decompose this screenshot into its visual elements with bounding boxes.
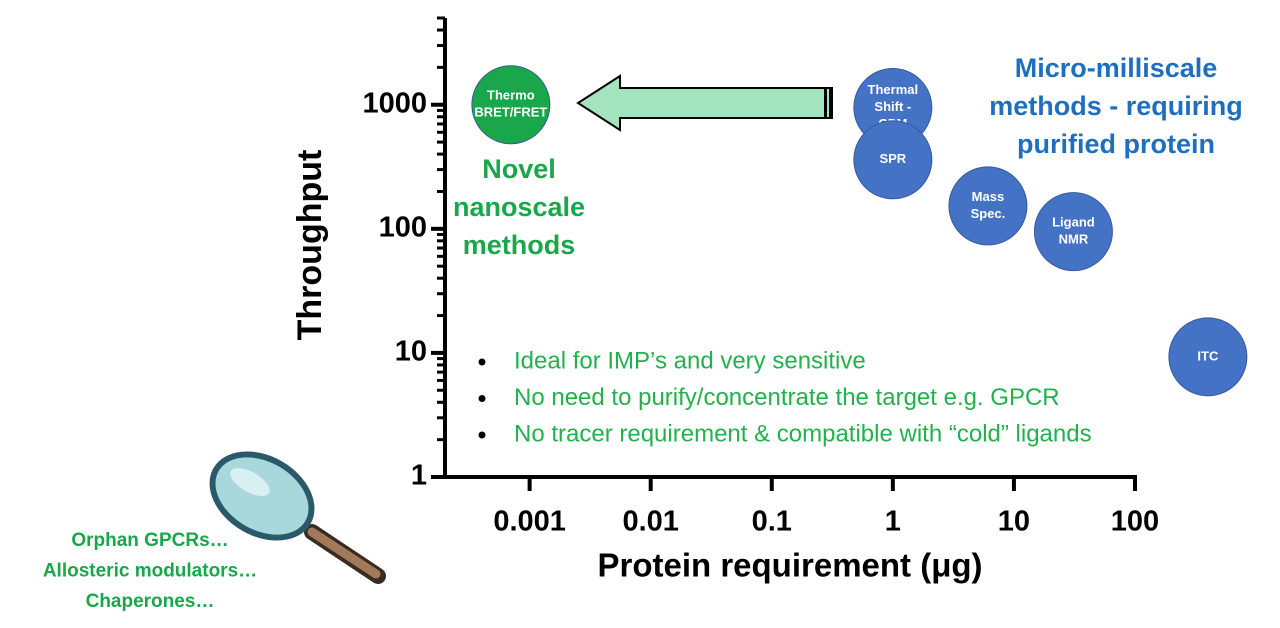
target-text: Orphan GPCRs… bbox=[71, 530, 228, 551]
bubble-label: Shift - bbox=[874, 99, 911, 114]
bubble bbox=[948, 166, 1028, 246]
target-text: Allosteric modulators… bbox=[43, 561, 257, 582]
novel-label: nanoscale bbox=[453, 192, 585, 222]
y-tick-label: 100 bbox=[379, 211, 427, 243]
micro-label: purified protein bbox=[1017, 129, 1215, 159]
novel-label: Novel bbox=[482, 154, 556, 184]
novel-label: methods bbox=[463, 230, 576, 260]
bubble-label: Thermo bbox=[487, 88, 535, 103]
micro-label: methods - requiring bbox=[989, 91, 1243, 121]
bullet bbox=[478, 358, 486, 366]
bubble-label: Thermal bbox=[868, 82, 919, 97]
bubble bbox=[1033, 192, 1113, 272]
arrow bbox=[576, 74, 833, 132]
bubble-label: SPR bbox=[879, 151, 906, 166]
magnifier bbox=[209, 451, 386, 584]
x-tick-label: 1 bbox=[885, 506, 901, 538]
bubble bbox=[471, 65, 551, 145]
bubble-label: NMR bbox=[1059, 232, 1089, 247]
bullet bbox=[478, 395, 486, 402]
bubble-label: Ligand bbox=[1052, 215, 1095, 230]
bullet-text: Ideal for IMP’s and very sensitive bbox=[514, 347, 866, 374]
bubble bbox=[1168, 317, 1248, 397]
x-axis-label: Protein requirement (μg) bbox=[597, 547, 982, 584]
bubble bbox=[853, 120, 933, 200]
x-tick-label: 10 bbox=[998, 506, 1030, 538]
bullet bbox=[478, 431, 486, 439]
x-tick-label: 100 bbox=[1111, 506, 1159, 538]
x-tick-label: 0.1 bbox=[752, 506, 792, 538]
x-tick-label: 0.001 bbox=[493, 506, 566, 538]
bubble-label: BRET/FRET bbox=[474, 105, 547, 120]
bullet-text: No need to purify/concentrate the target… bbox=[514, 384, 1060, 411]
micro-label: Micro-milliscale bbox=[1015, 53, 1218, 83]
bullet-text: No tracer requirement & compatible with … bbox=[514, 420, 1092, 447]
bubble-label: ITC bbox=[1197, 348, 1219, 363]
y-tick-label: 1 bbox=[411, 460, 427, 492]
y-tick-label: 10 bbox=[395, 336, 427, 368]
bubble-label: Mass bbox=[972, 189, 1005, 204]
y-axis-label: Throughput bbox=[291, 150, 329, 341]
target-text: Chaperones… bbox=[86, 591, 215, 612]
x-tick-label: 0.01 bbox=[622, 506, 678, 538]
y-tick-label: 1000 bbox=[362, 87, 427, 119]
bubble-label: Spec. bbox=[971, 206, 1006, 221]
